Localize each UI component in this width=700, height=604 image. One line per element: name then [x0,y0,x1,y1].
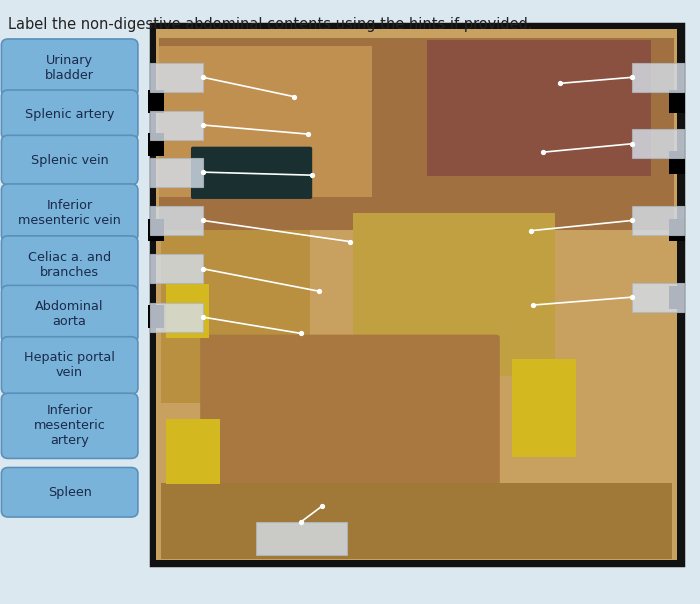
FancyBboxPatch shape [1,135,138,185]
Text: Splenic vein: Splenic vein [31,153,108,167]
FancyBboxPatch shape [161,230,310,402]
Bar [669,90,685,113]
FancyBboxPatch shape [159,46,372,197]
Text: Splenic artery: Splenic artery [25,108,114,121]
FancyBboxPatch shape [631,63,685,92]
Text: Celiac a. and
branches: Celiac a. and branches [28,251,111,278]
Text: Label the non-digestive abdominal contents using the hints if provided.: Label the non-digestive abdominal conten… [8,17,533,32]
FancyBboxPatch shape [150,206,203,235]
Bar [669,219,685,242]
FancyBboxPatch shape [159,37,674,230]
Text: Inferior
mesenteric
artery: Inferior mesenteric artery [34,404,106,448]
FancyBboxPatch shape [1,39,138,96]
FancyBboxPatch shape [191,147,312,199]
FancyBboxPatch shape [631,283,685,312]
FancyBboxPatch shape [150,63,203,92]
Text: Hepatic portal
vein: Hepatic portal vein [25,352,115,379]
Bar [148,90,164,113]
Text: Abdominal
aorta: Abdominal aorta [36,300,104,328]
FancyBboxPatch shape [631,206,685,235]
FancyBboxPatch shape [427,40,650,176]
Bar [156,29,677,560]
Bar [167,284,209,338]
FancyBboxPatch shape [161,483,672,559]
FancyBboxPatch shape [150,111,203,140]
Bar [148,219,164,242]
Bar [669,286,685,309]
FancyBboxPatch shape [353,213,555,376]
Text: Spleen: Spleen [48,486,92,499]
Bar [150,24,682,565]
Text: Urinary
bladder: Urinary bladder [45,54,94,82]
FancyBboxPatch shape [150,303,203,332]
FancyBboxPatch shape [150,254,203,283]
FancyBboxPatch shape [1,393,138,458]
FancyBboxPatch shape [256,522,346,556]
FancyBboxPatch shape [631,129,685,158]
FancyBboxPatch shape [1,184,138,241]
FancyBboxPatch shape [1,286,138,342]
Bar [148,133,164,156]
Bar [148,305,164,328]
FancyBboxPatch shape [1,467,138,517]
Bar [167,419,220,484]
FancyBboxPatch shape [200,335,500,503]
FancyBboxPatch shape [150,158,203,187]
Bar [512,359,576,457]
FancyBboxPatch shape [1,90,138,140]
Text: Inferior
mesenteric vein: Inferior mesenteric vein [18,199,121,226]
FancyBboxPatch shape [1,236,138,293]
Bar [669,152,685,175]
FancyBboxPatch shape [1,337,138,394]
